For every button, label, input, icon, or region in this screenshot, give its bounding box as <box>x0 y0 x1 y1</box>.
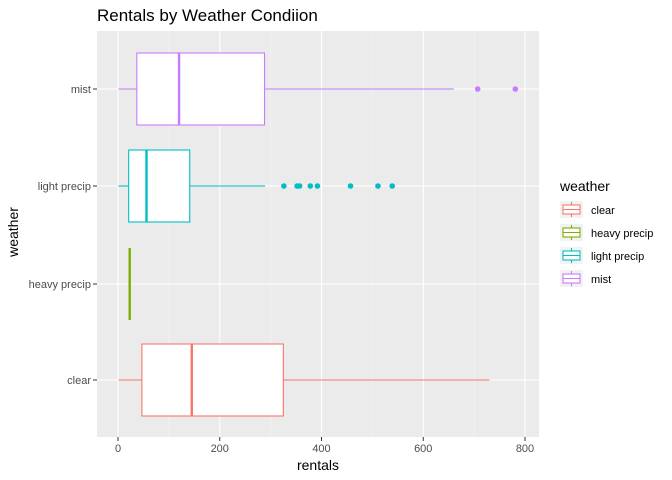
y-tick-label: heavy precip <box>29 279 91 291</box>
legend-label: light precip <box>591 251 644 263</box>
legend-item-heavy-precip: heavy precip <box>560 224 653 241</box>
box-clear <box>118 343 490 417</box>
x-axis-title: rentals <box>297 457 339 473</box>
axes-layer: 0 200 400 600 800 clear heavy precip light prec… <box>29 84 535 455</box>
legend-item-mist: mist <box>560 270 611 287</box>
x-tick-label: 800 <box>516 443 534 455</box>
box-iqr <box>141 343 284 417</box>
legend-label: clear <box>591 205 615 217</box>
outlier-point <box>474 86 481 92</box>
outlier-point <box>389 183 396 189</box>
box-iqr <box>136 52 266 126</box>
box-light-precip <box>118 149 396 223</box>
outlier-point <box>307 183 314 189</box>
box-iqr <box>128 149 191 223</box>
legend-item-light-precip: light precip <box>560 247 644 264</box>
legend-title: weather <box>559 178 610 194</box>
x-tick-label: 400 <box>312 443 330 455</box>
x-tick-label: 600 <box>414 443 432 455</box>
outlier-point <box>281 183 287 189</box>
legend-item-clear: clear <box>560 201 615 218</box>
legend: weather clear heavy precip light precip mis… <box>559 178 653 287</box>
chart-title: Rentals by Weather Condiion <box>97 6 318 25</box>
legend-label: mist <box>591 274 611 286</box>
y-axis-title: weather <box>5 207 21 258</box>
outlier-point <box>296 183 303 189</box>
y-tick-label: clear <box>67 375 91 387</box>
x-tick-label: 200 <box>211 443 229 455</box>
y-tick-label: mist <box>71 84 91 96</box>
legend-label: heavy precip <box>591 228 653 240</box>
box-mist <box>118 52 519 126</box>
outlier-point <box>375 183 381 189</box>
outlier-point <box>347 183 354 189</box>
outlier-point <box>314 183 321 189</box>
x-tick-label: 0 <box>115 443 121 455</box>
outlier-point <box>512 86 519 92</box>
y-tick-label: light precip <box>38 181 91 193</box>
boxes-layer <box>118 52 519 417</box>
